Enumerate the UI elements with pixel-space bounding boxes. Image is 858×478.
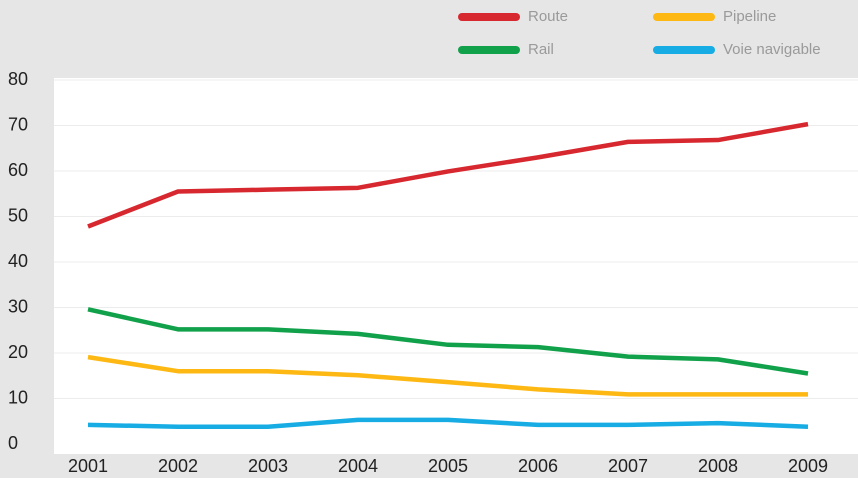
x-tick-label: 2001 <box>68 456 108 476</box>
y-tick-label: 50 <box>8 205 28 225</box>
y-tick-label: 70 <box>8 114 28 134</box>
series-line <box>87 354 808 397</box>
x-tick-label: 2007 <box>608 456 648 476</box>
series-line <box>87 121 809 229</box>
y-tick-label: 30 <box>8 296 28 316</box>
x-tick-label: 2004 <box>338 456 378 476</box>
series-line <box>87 417 809 429</box>
series-line <box>87 307 809 376</box>
x-tick-label: 2006 <box>518 456 558 476</box>
y-tick-label: 80 <box>8 69 28 89</box>
y-tick-label: 40 <box>8 251 28 271</box>
legend-label: Rail <box>528 41 554 58</box>
legend-label: Route <box>528 8 568 25</box>
legend-label: Voie navigable <box>723 41 821 58</box>
y-tick-label: 0 <box>8 433 18 453</box>
x-tick-label: 2008 <box>698 456 738 476</box>
x-tick-label: 2002 <box>158 456 198 476</box>
x-tick-label: 2009 <box>788 456 828 476</box>
y-tick-label: 20 <box>8 342 28 362</box>
y-tick-label: 10 <box>8 387 28 407</box>
y-tick-label: 60 <box>8 160 28 180</box>
x-tick-label: 2003 <box>248 456 288 476</box>
x-tick-label: 2005 <box>428 456 468 476</box>
legend-label: Pipeline <box>723 8 776 25</box>
